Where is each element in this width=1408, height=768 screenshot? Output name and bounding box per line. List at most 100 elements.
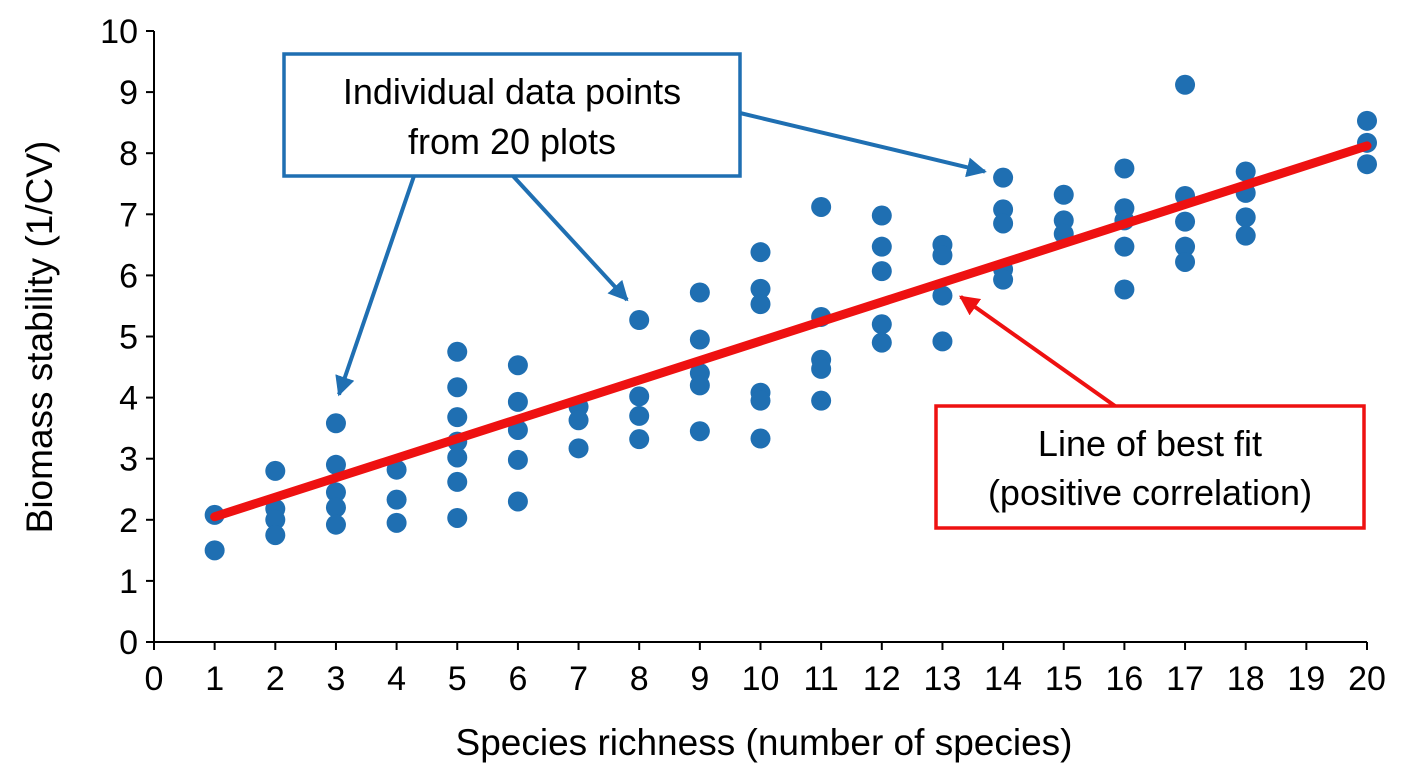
data-point [871,261,892,282]
y-tick-label: 5 [119,319,138,357]
data-point [750,294,771,315]
data-point [507,355,528,376]
data-point [750,428,771,449]
data-point [629,386,650,407]
data-point [568,410,589,431]
data-point [689,421,710,442]
y-tick-label: 3 [119,441,138,479]
data-point [750,390,771,411]
data-point [871,314,892,335]
data-point [871,332,892,353]
data-point [447,407,468,428]
data-point [325,454,346,475]
x-tick-label: 0 [145,660,164,698]
data-point [629,429,650,450]
x-tick-label: 3 [326,660,345,698]
data-point [265,509,286,530]
callout-arrow [739,111,987,178]
callout-box [282,52,742,178]
data-point [993,213,1014,234]
callout-arrow [959,295,1117,408]
data-point [447,471,468,492]
y-tick-label: 10 [100,13,138,51]
data-point [932,331,953,352]
axes: 0 1 2 3 4 5 6 7 8 9 10 11 12 13 14 15 16 17 18 19 2001234567… [100,13,1386,698]
x-tick-label: 13 [924,660,962,698]
y-tick-label: 8 [119,135,138,173]
data-point [629,310,650,331]
callout-arrow [335,175,416,397]
data-point [993,269,1014,290]
x-tick-label: 5 [448,660,467,698]
data-point [932,245,953,266]
data-point [568,438,589,459]
x-tick-label: 7 [569,660,588,698]
data-point [871,205,892,226]
x-tick-label: 9 [690,660,709,698]
x-tick-label: 17 [1166,660,1204,698]
data-point [265,525,286,546]
x-tick-label: 14 [984,660,1022,698]
y-tick-label: 1 [119,563,138,601]
callout-arrow [511,174,629,302]
x-tick-label: 10 [742,660,780,698]
data-point [1114,279,1135,300]
x-tick-label: 19 [1287,660,1325,698]
data-point [811,358,832,379]
x-tick-label: 12 [863,660,901,698]
data-point [1235,225,1256,246]
y-axis-label: Biomass stability (1/CV) [19,141,60,534]
data-point [811,196,832,217]
x-tick-label: 16 [1105,660,1143,698]
data-point [689,375,710,396]
data-point [1235,161,1256,182]
data-point [507,491,528,512]
data-point [1357,110,1377,131]
data-point [325,482,346,503]
data-point [386,512,407,533]
x-tick-label: 11 [804,660,839,698]
data-point [689,329,710,350]
data-point [1053,184,1074,205]
data-point [1235,207,1256,228]
y-tick-label: 4 [119,380,138,418]
x-tick-label: 2 [266,660,285,698]
data-point [325,514,346,535]
fit-line-group [210,141,1372,522]
data-point [386,489,407,510]
data-point [204,540,225,561]
data-point [447,341,468,362]
callout-text: from 20 plots [408,121,616,162]
data-point [1175,74,1196,95]
data-point [1175,211,1196,232]
x-tick-label: 6 [508,660,527,698]
y-tick-label: 9 [119,74,138,112]
data-point [507,391,528,412]
data-point [932,285,953,306]
y-tick-label: 6 [119,257,138,295]
x-tick-label: 15 [1045,660,1083,698]
data-point [811,390,832,411]
y-tick-label: 7 [119,196,138,234]
data-point [689,282,710,303]
y-tick-label: 0 [119,624,138,662]
data-point [629,405,650,426]
x-tick-label: 1 [205,660,224,698]
data-point [993,167,1014,188]
data-point [750,242,771,263]
data-points [204,74,1377,561]
data-point [1114,158,1135,179]
y-tick-label: 2 [119,502,138,540]
data-point [447,447,468,468]
data-point [1114,236,1135,257]
data-point [507,449,528,470]
data-point [1175,236,1196,257]
data-point [1357,154,1377,175]
data-point [325,413,346,434]
x-axis-label: Species richness (number of species) [456,722,1073,763]
x-tick-label: 20 [1348,660,1386,698]
x-tick-label: 4 [387,660,406,698]
data-point [265,460,286,481]
annotations: Individual data points from 20 plots Line … [282,52,1366,530]
data-point [447,507,468,528]
